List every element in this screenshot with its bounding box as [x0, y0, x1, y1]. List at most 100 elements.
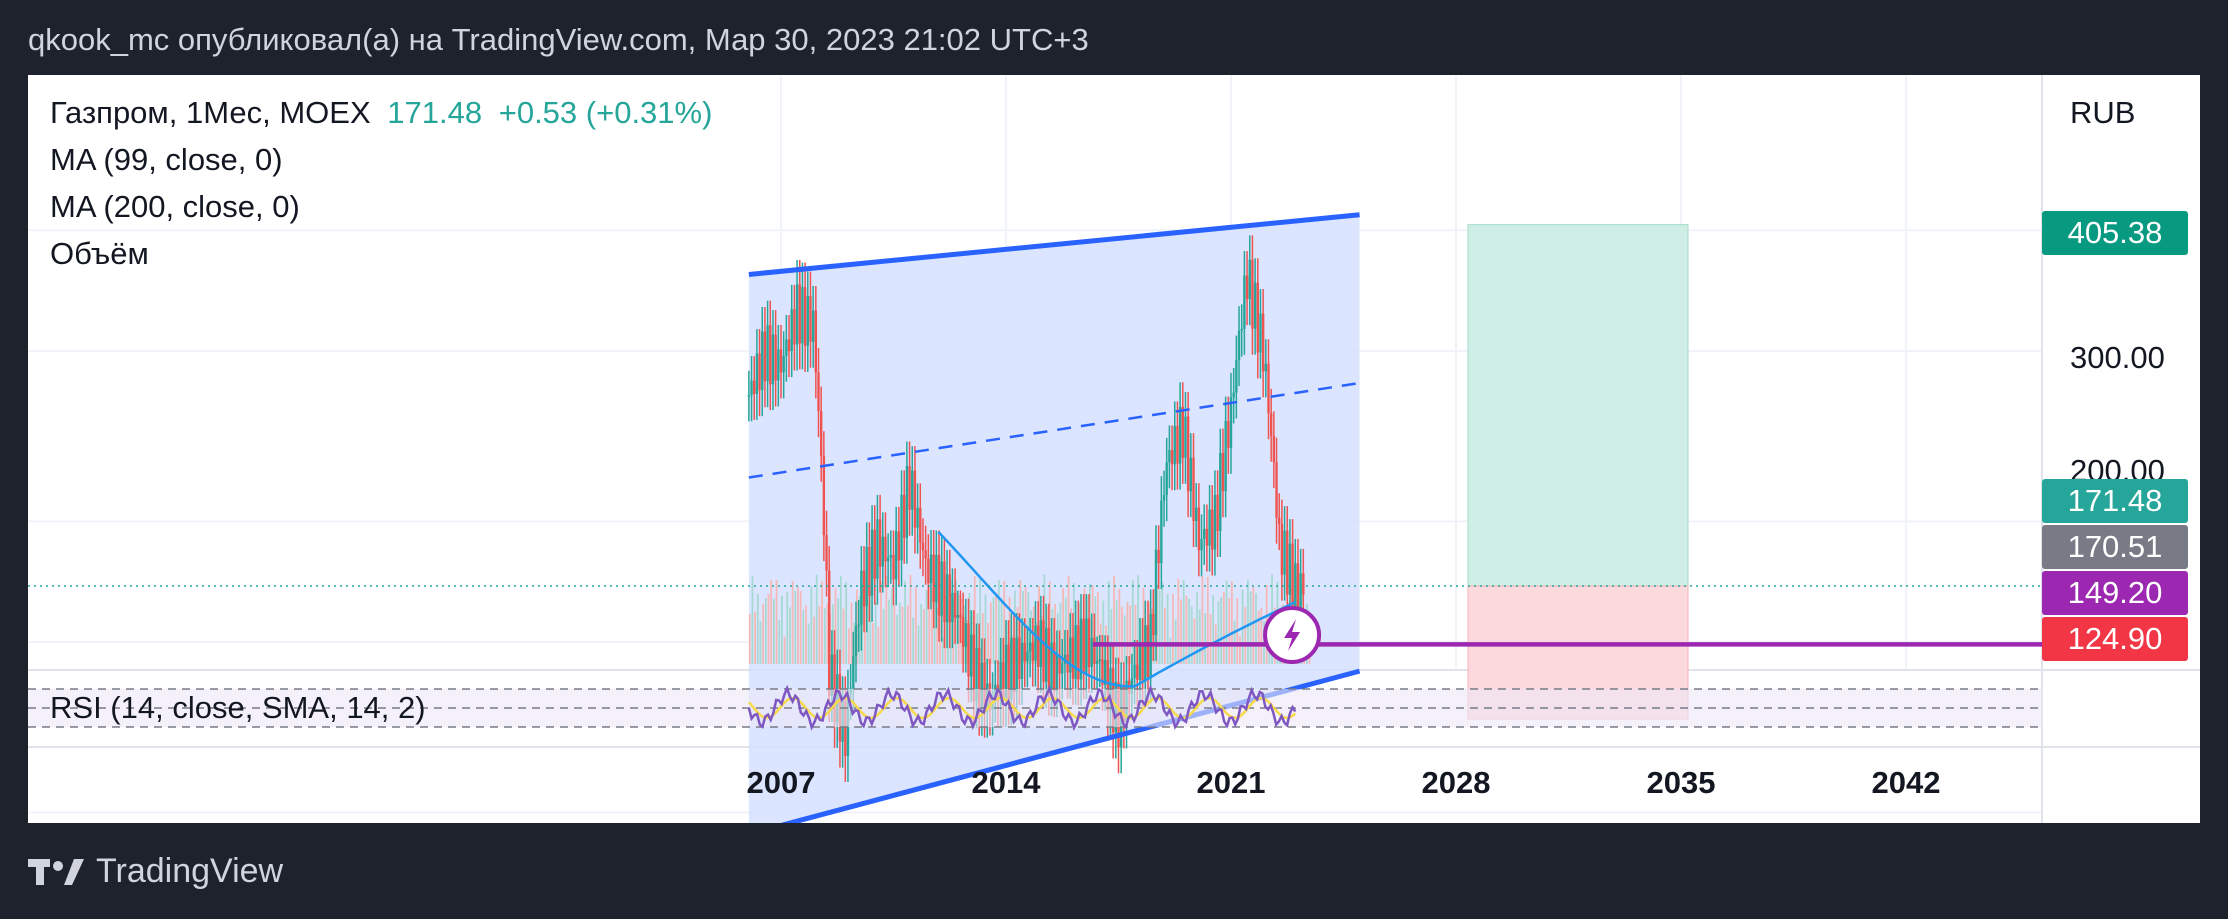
publish-info: qkook_mc опубликовал(а) на TradingView.c…	[28, 22, 1089, 57]
volume-bar	[1198, 609, 1201, 664]
volume-bar	[1048, 581, 1051, 664]
volume-bar	[898, 602, 901, 664]
volume-bar	[845, 582, 848, 664]
candle-body	[771, 334, 775, 385]
candle-body	[1157, 549, 1160, 564]
candle-body	[961, 617, 965, 647]
volume-bar	[1134, 604, 1137, 664]
candle-body	[1095, 660, 1099, 664]
candle-body	[929, 554, 933, 584]
volume-bar	[880, 581, 882, 664]
candle-body	[876, 519, 879, 579]
candle-body	[1197, 507, 1201, 551]
candle-body	[1299, 573, 1302, 608]
candle-body	[1138, 642, 1142, 680]
candle-body	[1264, 363, 1268, 372]
candle-body	[857, 624, 860, 627]
volume-bar	[995, 592, 998, 664]
candle-body	[1087, 618, 1091, 668]
candle-body	[1173, 425, 1176, 465]
price-change: +0.53 (+0.31%)	[498, 95, 713, 130]
volume-legend[interactable]: Объём	[50, 236, 149, 271]
symbol-legend: Газпром, 1Мес, MOEX 171.48 +0.53 (+0.31%…	[50, 95, 712, 131]
tradingview-brand[interactable]: TradingView	[28, 852, 283, 891]
candle-body	[1256, 282, 1259, 353]
volume-bar	[1193, 618, 1196, 664]
candle-body	[801, 287, 804, 344]
volume-bar	[775, 580, 778, 664]
volume-bar	[1177, 578, 1180, 664]
volume-bar	[872, 622, 874, 664]
candle-body	[774, 334, 777, 381]
candle-body	[1205, 528, 1209, 546]
volume-bar	[1164, 607, 1166, 664]
candle-body	[1020, 642, 1024, 679]
volume-bar	[767, 593, 770, 664]
volume-bar	[834, 588, 837, 664]
volume-bar	[987, 622, 990, 664]
chart-canvas[interactable]	[28, 75, 2200, 823]
candle-body	[811, 310, 815, 342]
candle-body	[1004, 644, 1008, 701]
volume-bar	[842, 608, 845, 664]
candle-body	[1015, 637, 1018, 693]
candle-body	[1213, 494, 1217, 550]
candle-body	[1141, 642, 1144, 682]
candle-body	[1071, 637, 1075, 679]
volume-bar	[805, 605, 807, 664]
candle-body	[913, 470, 917, 528]
candle-body	[1036, 625, 1040, 667]
volume-bar	[1169, 637, 1172, 664]
volume-bar	[1255, 593, 1257, 664]
candle-body	[1267, 363, 1270, 414]
volume-bar	[751, 576, 754, 664]
volume-bar	[1225, 580, 1228, 664]
candle-body	[1283, 530, 1286, 575]
rsi-legend[interactable]: RSI (14, close, SMA, 14, 2)	[50, 690, 426, 725]
volume-bar	[821, 581, 823, 664]
volume-bar	[1190, 606, 1193, 664]
candle-body	[868, 546, 871, 596]
time-tick-2028: 2028	[1421, 765, 1491, 800]
volume-bar	[909, 574, 912, 664]
candle-body	[750, 380, 753, 396]
candle-body	[755, 353, 759, 394]
candle-body	[787, 339, 791, 352]
symbol-label[interactable]: Газпром, 1Мес, MOEX	[50, 95, 371, 130]
ma200-legend[interactable]: MA (200, close, 0)	[50, 189, 300, 224]
candle-body	[1221, 453, 1225, 492]
ma99-legend[interactable]: MA (99, close, 0)	[50, 142, 283, 177]
candle-body	[795, 284, 799, 345]
candle-body	[1248, 259, 1251, 300]
candle-body	[809, 296, 812, 342]
time-tick-2021: 2021	[1196, 765, 1266, 800]
time-tick-2035: 2035	[1646, 765, 1716, 800]
candle-body	[1240, 328, 1243, 331]
candle-body	[1211, 509, 1214, 550]
candle-body	[911, 470, 914, 510]
candle-body	[1152, 613, 1155, 635]
candle-body	[753, 380, 756, 394]
candle-body	[769, 325, 772, 385]
candle-body	[1034, 625, 1037, 661]
chart-panel[interactable]: Газпром, 1Мес, MOEX 171.48 +0.53 (+0.31%…	[28, 75, 2200, 823]
volume-bar	[864, 584, 866, 664]
candle-body	[945, 574, 949, 623]
candle-body	[959, 614, 962, 618]
channel-fill	[748, 214, 1360, 823]
volume-bar	[1139, 618, 1142, 664]
volume-bar	[1196, 592, 1198, 664]
volume-bar	[770, 580, 773, 664]
candle-body	[951, 592, 954, 623]
volume-bar	[1000, 598, 1003, 664]
candle-body	[1093, 637, 1096, 664]
candle-body	[1237, 330, 1241, 361]
candle-body	[782, 355, 785, 373]
candle-body	[1042, 620, 1045, 682]
volume-bar	[1110, 608, 1113, 664]
candle-body	[1278, 517, 1281, 525]
volume-bar	[1247, 579, 1249, 664]
volume-bar	[764, 597, 767, 664]
volume-bar	[1054, 603, 1057, 664]
candle-body	[1208, 509, 1211, 546]
